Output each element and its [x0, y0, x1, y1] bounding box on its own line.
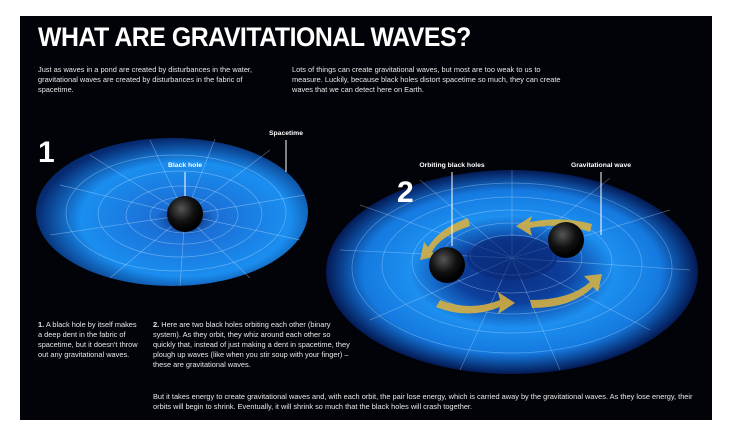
black-hole [548, 222, 584, 258]
black-hole [429, 247, 465, 283]
caption-1: 1. A black hole by itself makes a deep d… [38, 320, 140, 360]
intro-left: Just as waves in a pond are created by d… [38, 65, 253, 95]
footer-text: But it takes energy to create gravitatio… [153, 392, 693, 412]
caption-2: 2. Here are two black holes orbiting eac… [153, 320, 353, 370]
title: WHAT ARE GRAVITATIONAL WAVES? [38, 22, 471, 53]
spacetime-disc-2 [326, 170, 698, 374]
label: Gravitational wave [571, 162, 631, 169]
label: Orbiting black holes [419, 162, 484, 169]
black-hole [167, 196, 203, 232]
label: Spacetime [269, 130, 303, 137]
label: Black hole [168, 162, 202, 169]
caption-text: Here are two black holes orbiting each o… [153, 320, 350, 369]
caption-number: 2. [153, 320, 159, 329]
caption-text: A black hole by itself makes a deep dent… [38, 320, 138, 359]
page: WHAT ARE GRAVITATIONAL WAVES? Just as wa… [0, 0, 732, 435]
caption-number: 1. [38, 320, 44, 329]
intro-right: Lots of things can create gravitational … [292, 65, 567, 95]
spacetime-disc-1 [36, 138, 308, 286]
panel-number: 2 [397, 176, 414, 210]
panel-number: 1 [38, 136, 55, 170]
